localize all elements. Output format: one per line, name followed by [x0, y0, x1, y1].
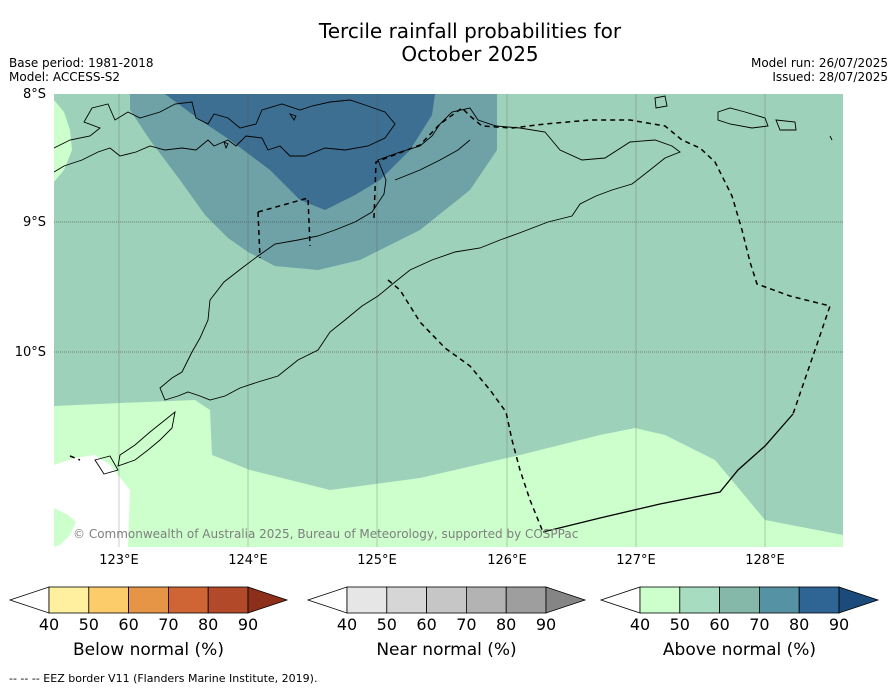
model-run: Model run: 26/07/2025: [750, 56, 888, 70]
colorbar-label: Near normal (%): [376, 640, 517, 660]
colorbar-tick-label: 70: [456, 615, 477, 634]
lat-label-8s: 8°S: [22, 87, 46, 102]
issued-date: Issued: 28/07/2025: [772, 70, 888, 84]
title-line-2: October 2025: [401, 42, 539, 66]
colorbar-tick-label: 40: [336, 615, 358, 634]
coast-rote: [117, 410, 176, 467]
lon-label-127e: 127°E: [616, 553, 656, 568]
grid-lines: [54, 221, 843, 353]
meta-right: Model run: 26/07/2025 Issued: 28/07/2025: [751, 56, 888, 84]
lon-label-128e: 128°E: [745, 553, 785, 568]
coast-wetar: [654, 95, 668, 109]
eez-border: [69, 107, 831, 533]
coast-flores: [54, 99, 396, 173]
copyright-notice: © Commonwealth of Australia 2025, Bureau…: [73, 527, 579, 541]
lat-label-9s: 9°S: [22, 215, 46, 230]
colorbar-tick-label: 60: [416, 615, 437, 634]
colorbar-tick-label: 40: [38, 615, 60, 634]
colorbar-tick-label: 50: [376, 615, 397, 634]
model-name: Model: ACCESS-S2: [9, 70, 121, 84]
colorbar-tick-label: 80: [198, 615, 219, 634]
colorbar-label: Below normal (%): [73, 640, 224, 660]
colorbar-tick-label: 50: [78, 615, 99, 634]
meridian-lines: [118, 94, 766, 547]
colorbar-tick-label: 90: [237, 615, 259, 634]
colorbar-tick-label: 70: [749, 615, 770, 634]
colorbar-tick-label: 90: [535, 615, 557, 634]
colorbar-tick-label: 50: [669, 615, 690, 634]
colorbar-tick-label: 60: [118, 615, 139, 634]
title-line-1: Tercile rainfall probabilities for: [318, 19, 622, 43]
eez-footnote: -- -- -- EEZ border V11 (Flanders Marine…: [9, 672, 318, 685]
region-above-50-west: [54, 100, 72, 182]
lon-label-124e: 124°E: [228, 553, 268, 568]
colorbar-tick-label: 70: [158, 615, 179, 634]
map-title: Tercile rainfall probabilities for Octob…: [0, 20, 896, 66]
colorbar-tick-label: 40: [629, 615, 651, 634]
colorbar-tick-label: 90: [828, 615, 850, 634]
coastlines: [54, 95, 833, 475]
colorbar-tick-label: 80: [789, 615, 810, 634]
colorbar-tick-label: 80: [496, 615, 517, 634]
lon-label-123e: 123°E: [99, 553, 139, 568]
eez-border-solid: [542, 413, 794, 533]
colorbar-tick-label: 60: [709, 615, 730, 634]
coast-timor: [159, 107, 681, 401]
colorbar-label: Above normal (%): [662, 640, 817, 660]
lat-label-10s: 10°S: [14, 345, 46, 360]
meta-left: Base period: 1981-2018 Model: ACCESS-S2: [9, 56, 154, 84]
base-period: Base period: 1981-2018: [9, 56, 154, 70]
region-above-50-south: [54, 400, 843, 547]
lon-label-125e: 125°E: [357, 553, 397, 568]
region-above-80: [165, 94, 435, 210]
probability-field: [54, 94, 843, 547]
lon-label-126e: 126°E: [487, 553, 527, 568]
